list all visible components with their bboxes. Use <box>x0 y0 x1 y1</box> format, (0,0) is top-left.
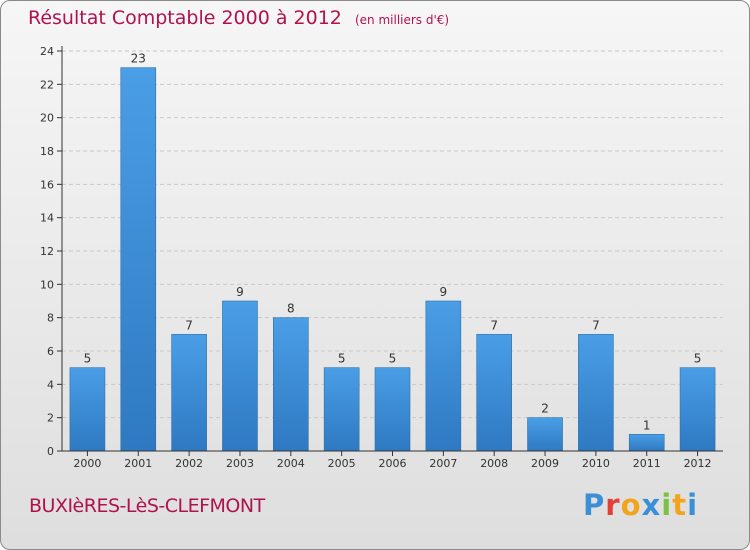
logo-letter: i <box>661 488 673 522</box>
bar <box>628 434 665 452</box>
logo-letter: P <box>583 488 606 522</box>
x-tick-label: 2012 <box>684 457 712 470</box>
y-tick-label: 24 <box>40 45 54 58</box>
bar-value-label: 23 <box>131 52 146 66</box>
bar-value-label: 5 <box>338 352 346 366</box>
bar-value-label: 5 <box>84 352 92 366</box>
y-tick-label: 22 <box>40 78 54 91</box>
y-tick-label: 12 <box>40 245 54 258</box>
x-tick-label: 2007 <box>429 457 457 470</box>
axes <box>57 46 723 456</box>
y-tick-label: 4 <box>47 378 54 391</box>
labels: 0246810121416182022245200023200172002920… <box>40 45 712 470</box>
bar-value-label: 5 <box>694 352 702 366</box>
chart-title-block: Résultat Comptable 2000 à 2012 (en milli… <box>28 7 449 29</box>
bar <box>476 334 512 452</box>
y-tick-label: 6 <box>47 345 54 358</box>
logo-letter: i <box>687 488 699 522</box>
proxiti-logo: Proxiti <box>583 488 698 522</box>
y-tick-label: 10 <box>40 278 54 291</box>
logo-letter: r <box>605 488 621 522</box>
y-tick-label: 8 <box>47 312 54 325</box>
bar <box>374 367 411 452</box>
bar <box>120 67 157 452</box>
bar-value-label: 2 <box>541 402 549 416</box>
bar-value-label: 7 <box>592 318 600 332</box>
bar <box>425 300 462 452</box>
bar <box>69 367 106 452</box>
bar <box>222 300 258 452</box>
bar-value-label: 7 <box>490 318 498 332</box>
x-tick-label: 2000 <box>73 457 101 470</box>
bar <box>578 334 614 452</box>
bar-value-label: 7 <box>185 318 193 332</box>
x-tick-label: 2005 <box>328 457 356 470</box>
y-tick-label: 16 <box>40 178 54 191</box>
x-tick-label: 2008 <box>480 457 508 470</box>
x-tick-label: 2009 <box>531 457 559 470</box>
y-tick-label: 20 <box>40 112 54 125</box>
x-tick-label: 2003 <box>226 457 254 470</box>
x-tick-label: 2011 <box>633 457 661 470</box>
bars <box>69 67 716 452</box>
x-tick-label: 2004 <box>277 457 305 470</box>
x-tick-label: 2006 <box>379 457 407 470</box>
y-tick-label: 18 <box>40 145 54 158</box>
x-tick-label: 2010 <box>582 457 610 470</box>
y-tick-label: 2 <box>47 412 54 425</box>
y-tick-label: 14 <box>40 212 54 225</box>
logo-letter: x <box>641 488 662 522</box>
y-tick-label: 0 <box>47 445 54 458</box>
bar-value-label: 1 <box>643 418 651 432</box>
logo-letter: o <box>620 488 642 522</box>
bar <box>273 317 309 452</box>
commune-name: BUXIèRES-LèS-CLEFMONT <box>29 495 265 517</box>
logo-letter: t <box>672 488 688 522</box>
x-tick-label: 2001 <box>124 457 152 470</box>
bar-value-label: 5 <box>389 352 397 366</box>
bar-value-label: 8 <box>287 302 295 316</box>
chart-unit: (en milliers d'€) <box>354 13 450 27</box>
bar <box>527 417 563 452</box>
bar <box>679 367 716 452</box>
x-tick-label: 2002 <box>175 457 203 470</box>
bar-value-label: 9 <box>440 285 448 299</box>
bar <box>323 367 360 452</box>
bar-chart: 0246810121416182022245200023200172002920… <box>40 45 723 470</box>
bar <box>171 334 207 452</box>
chart-title: Résultat Comptable 2000 à 2012 <box>28 7 342 29</box>
bar-value-label: 9 <box>236 285 244 299</box>
